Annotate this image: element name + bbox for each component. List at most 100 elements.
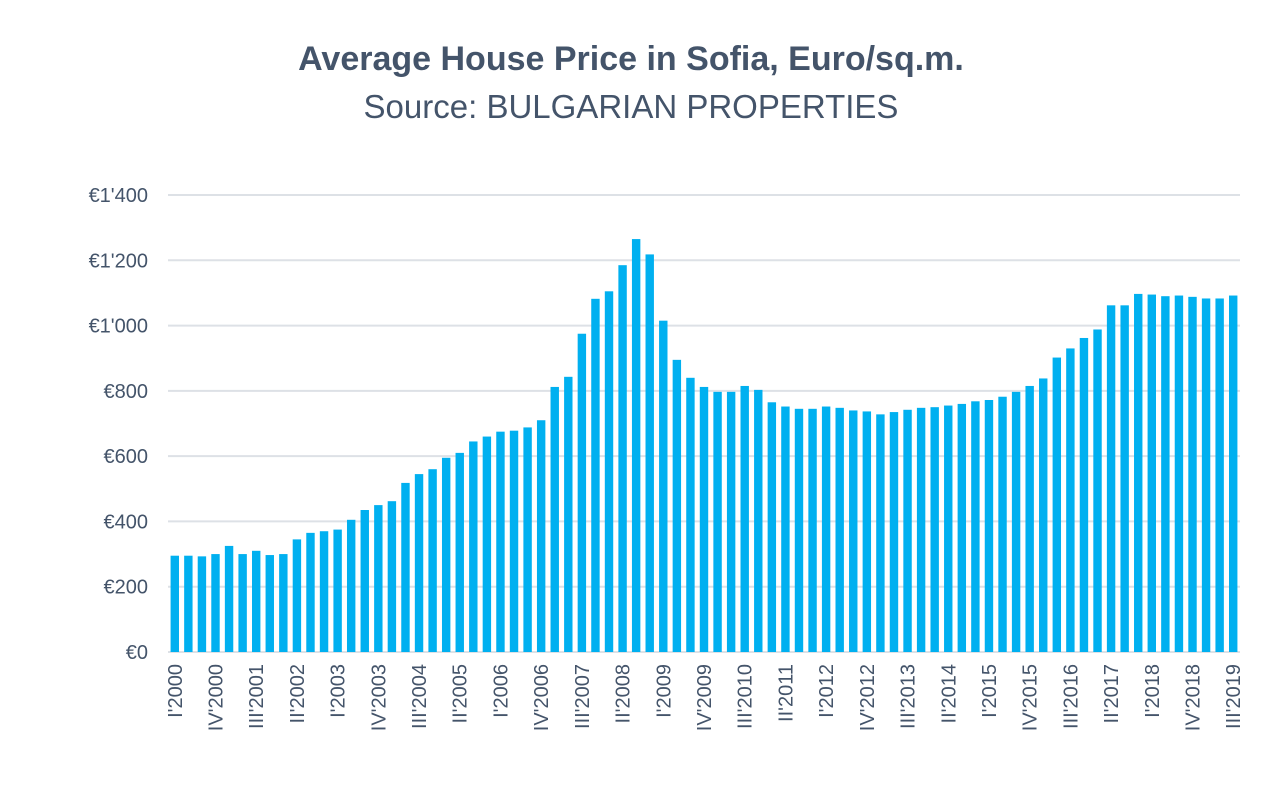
bar — [957, 403, 967, 652]
x-tick-label: I'2009 — [653, 664, 675, 718]
x-tick-label: III'2004 — [409, 664, 431, 729]
bar — [197, 556, 207, 652]
bar — [984, 399, 994, 652]
bar — [659, 320, 668, 652]
bar — [1201, 298, 1211, 652]
bar — [279, 554, 288, 652]
bar — [170, 555, 179, 652]
y-tick-label: €1'200 — [89, 250, 148, 272]
bar — [536, 420, 546, 652]
bar — [604, 291, 614, 652]
bar — [374, 505, 383, 652]
x-tick-label: I'2018 — [1142, 664, 1164, 718]
bar — [916, 407, 926, 652]
bar — [1079, 337, 1089, 652]
x-tick-label: III'2010 — [735, 664, 757, 729]
bar — [631, 239, 641, 652]
bar — [862, 411, 872, 652]
bar — [1052, 357, 1062, 652]
chart-title: Average House Price in Sofia, Euro/sq.m. — [298, 40, 964, 78]
bar — [930, 407, 939, 652]
bar — [387, 501, 397, 652]
bar — [1025, 385, 1034, 652]
x-tick-label: I'2000 — [165, 664, 187, 718]
x-tick-label: I'2012 — [816, 664, 838, 718]
x-tick-label: III'2016 — [1060, 664, 1082, 729]
y-tick-label: €200 — [104, 577, 149, 599]
bar — [876, 414, 885, 652]
x-tick-label: IV'2006 — [531, 664, 553, 731]
y-tick-label: €1'000 — [89, 316, 148, 338]
bar — [686, 377, 695, 652]
bar — [1215, 298, 1224, 652]
x-tick-label: II'2002 — [287, 664, 309, 723]
bar — [292, 539, 302, 652]
x-tick-label: I'2006 — [490, 664, 512, 718]
bar — [754, 389, 763, 652]
bar — [184, 555, 193, 652]
bar — [509, 430, 519, 652]
bar — [1147, 294, 1157, 652]
x-tick-label: II'2011 — [775, 664, 797, 722]
bar — [401, 482, 410, 652]
bar — [1066, 348, 1075, 652]
x-tick-label: IV'2003 — [368, 664, 390, 731]
bar — [306, 532, 315, 652]
bar — [211, 554, 220, 652]
x-tick-label: II'2017 — [1101, 664, 1123, 723]
bar — [591, 298, 600, 652]
bar — [1093, 329, 1102, 652]
x-tick-label: III'2019 — [1223, 664, 1245, 729]
bar — [523, 427, 532, 652]
chart-subtitle: Source: BULGARIAN PROPERTIES — [363, 88, 899, 125]
x-tick-label: IV'2000 — [205, 664, 227, 731]
y-tick-label: €800 — [104, 381, 149, 403]
bar — [251, 550, 261, 652]
bar — [889, 412, 899, 652]
bar — [849, 410, 858, 652]
x-tick-label: III'2007 — [572, 664, 594, 729]
bar — [767, 402, 777, 652]
x-tick-label: IV'2018 — [1183, 664, 1205, 731]
y-tick-label: €600 — [104, 446, 149, 468]
bar — [726, 391, 736, 652]
bar — [224, 545, 234, 652]
bar — [781, 406, 790, 652]
x-tick-label: III'2001 — [246, 664, 268, 729]
bar — [564, 376, 573, 652]
bar — [360, 510, 369, 652]
bar — [550, 386, 559, 652]
bar — [1134, 293, 1143, 652]
bar — [740, 385, 749, 652]
y-tick-label: €1'400 — [89, 185, 148, 207]
bar — [265, 555, 274, 652]
bar — [319, 531, 329, 652]
bar — [821, 406, 831, 652]
bar — [238, 554, 247, 652]
bar — [1011, 391, 1021, 652]
x-tick-label: IV'2015 — [1020, 664, 1042, 731]
bar — [808, 408, 817, 652]
bar — [998, 396, 1007, 652]
bar — [1039, 378, 1048, 652]
bar — [713, 391, 722, 652]
bar — [835, 407, 844, 652]
bar — [414, 474, 424, 652]
x-tick-label: I'2003 — [328, 664, 350, 718]
bar — [944, 405, 953, 652]
bar — [699, 386, 709, 652]
bar — [903, 409, 912, 652]
x-tick-label: II'2014 — [938, 664, 960, 723]
bar — [346, 519, 356, 652]
bar — [971, 401, 980, 652]
x-tick-label: IV'2012 — [857, 664, 879, 731]
x-tick-label: III'2013 — [898, 664, 920, 729]
x-tick-label: II'2008 — [613, 664, 635, 723]
x-tick-label: I'2015 — [979, 664, 1001, 718]
bar — [496, 431, 505, 652]
y-tick-label: €400 — [104, 511, 149, 533]
bar — [672, 359, 682, 652]
bar — [428, 469, 437, 652]
bar — [1161, 296, 1170, 652]
